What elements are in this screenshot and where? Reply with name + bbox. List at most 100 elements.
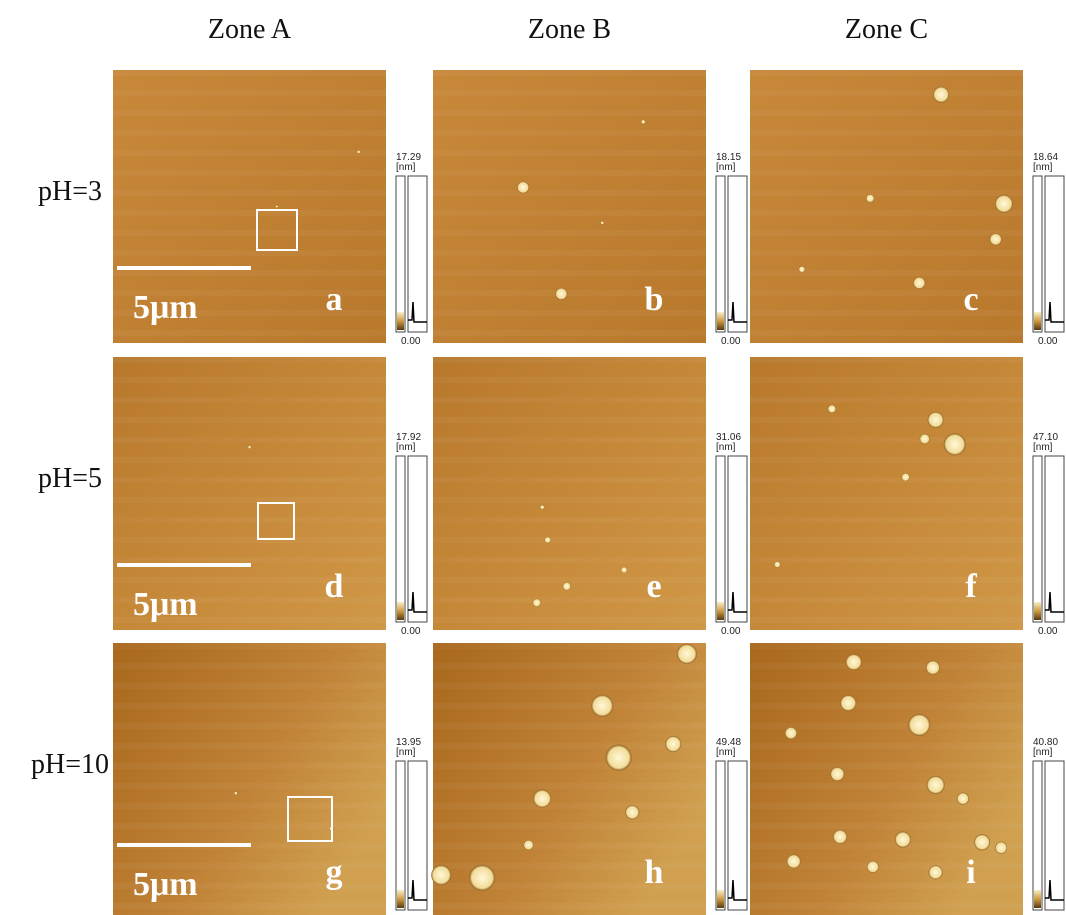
particle	[677, 644, 697, 664]
scale-unit: [nm]	[1033, 442, 1053, 453]
histogram-box	[728, 456, 747, 622]
particle	[846, 654, 862, 670]
scan-stripe	[433, 723, 706, 729]
column-header: Zone C	[845, 14, 928, 45]
scan-stripe	[750, 417, 1023, 423]
color-bar-fill	[717, 890, 724, 908]
color-bar	[1033, 761, 1042, 910]
color-bar	[396, 761, 405, 910]
scan-stripe	[113, 457, 386, 463]
particle	[248, 446, 251, 449]
scan-stripe	[433, 110, 706, 116]
scan-stripe	[750, 803, 1023, 809]
color-bar	[716, 761, 725, 910]
particle	[606, 745, 632, 771]
scan-stripe	[433, 377, 706, 383]
scale-unit: [nm]	[716, 442, 736, 453]
scan-stripe	[750, 377, 1023, 383]
scan-stripe	[433, 290, 706, 296]
scale-unit: [nm]	[716, 747, 736, 758]
particle	[929, 865, 943, 879]
afm-panel: i40.80[nm]0.00	[750, 643, 1064, 915]
particle	[234, 792, 237, 795]
scan-stripe	[750, 437, 1023, 443]
particle	[902, 473, 910, 481]
afm-panel: b18.15[nm]0.00	[433, 70, 747, 347]
particle	[974, 834, 990, 850]
scan-stripe	[750, 250, 1023, 256]
scan-stripe	[433, 597, 706, 603]
particle	[913, 277, 925, 289]
histogram-box	[408, 761, 427, 910]
scale-bar-label: 5μm	[133, 586, 198, 623]
scan-stripe	[113, 230, 386, 236]
particle	[944, 433, 966, 455]
afm-panel: f47.10[nm]0.00	[750, 357, 1064, 637]
scan-stripe	[433, 130, 706, 136]
afm-panel: g5μm13.95[nm]0.00	[113, 643, 427, 915]
scan-stripe	[433, 683, 706, 689]
scan-stripe	[113, 210, 386, 216]
scan-stripe	[433, 763, 706, 769]
particle	[928, 412, 944, 428]
scan-stripe	[113, 250, 386, 256]
scan-stripe	[750, 230, 1023, 236]
scan-stripe	[113, 150, 386, 156]
particle	[957, 793, 969, 805]
color-bar-fill	[397, 602, 404, 620]
particle	[785, 727, 797, 739]
scale-unit: [nm]	[1033, 747, 1053, 758]
scan-stripe	[113, 577, 386, 583]
scan-stripe	[113, 377, 386, 383]
scan-stripe	[750, 537, 1023, 543]
particle	[621, 567, 627, 573]
panel-letter: g	[326, 854, 343, 891]
scan-stripe	[113, 763, 386, 769]
scan-stripe	[750, 130, 1023, 136]
color-bar	[1033, 456, 1042, 622]
scale-min: 0.00	[721, 626, 741, 637]
scale-min: 0.00	[721, 336, 741, 347]
scan-stripe	[113, 270, 386, 276]
color-bar-fill	[1034, 312, 1041, 330]
scan-stripe	[113, 437, 386, 443]
particle	[926, 661, 940, 675]
afm-panel: c18.64[nm]0.00	[750, 70, 1064, 347]
scan-stripe	[750, 310, 1023, 316]
scan-stripe	[433, 577, 706, 583]
scan-stripe	[750, 683, 1023, 689]
scan-stripe	[750, 357, 1023, 363]
particle	[787, 854, 801, 868]
scan-stripe	[113, 683, 386, 689]
panel-letter: b	[645, 281, 664, 318]
scan-stripe	[433, 230, 706, 236]
particle	[830, 767, 844, 781]
particle	[774, 561, 780, 567]
scan-stripe	[433, 90, 706, 96]
panel-letter: i	[966, 854, 975, 891]
particle	[908, 714, 930, 736]
particle	[524, 840, 534, 850]
scan-stripe	[433, 497, 706, 503]
scan-stripe	[433, 190, 706, 196]
scan-stripe	[750, 330, 1023, 336]
particle	[833, 830, 847, 844]
scan-stripe	[113, 170, 386, 176]
scan-stripe	[433, 477, 706, 483]
row-label: pH=3	[38, 176, 102, 207]
scan-stripe	[113, 417, 386, 423]
scan-stripe	[750, 170, 1023, 176]
scale-unit: [nm]	[396, 442, 416, 453]
scan-stripe	[750, 517, 1023, 523]
scan-stripe	[113, 397, 386, 403]
scan-stripe	[113, 703, 386, 709]
scan-stripe	[750, 557, 1023, 563]
scale-min: 0.00	[1038, 626, 1058, 637]
panel-letter: f	[965, 568, 977, 605]
color-bar	[716, 456, 725, 622]
particle	[517, 181, 529, 193]
scan-stripe	[113, 517, 386, 523]
afm-panel: e31.06[nm]0.00	[433, 357, 747, 637]
color-bar	[1033, 176, 1042, 332]
